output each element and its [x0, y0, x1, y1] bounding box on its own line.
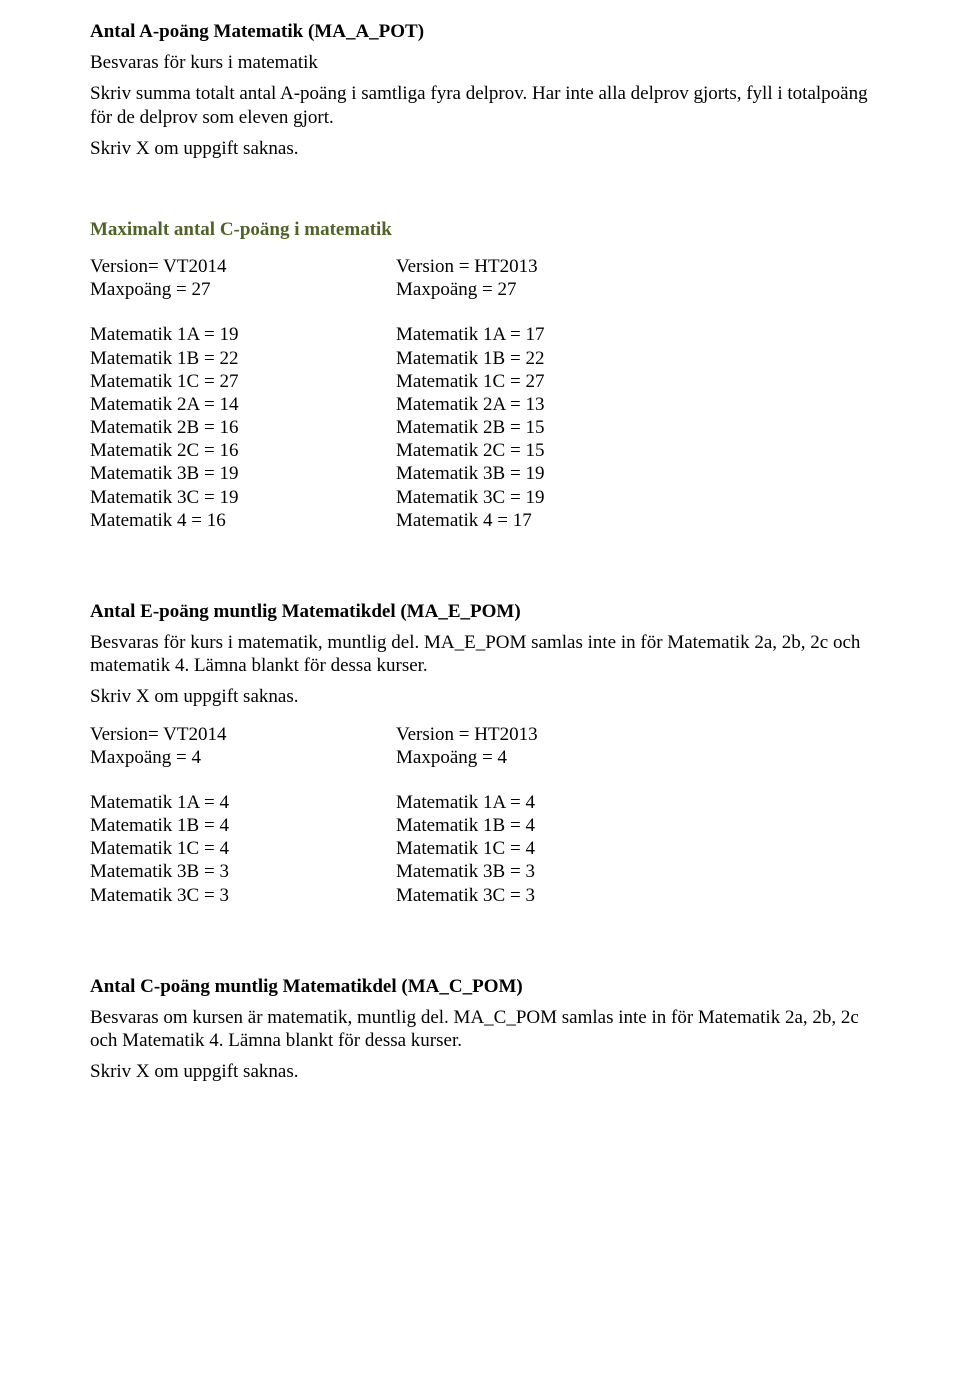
table-row: Matematik 2B = 15 — [396, 416, 702, 439]
section4-heading: Antal C-poäng muntlig Matematikdel (MA_C… — [90, 975, 870, 998]
table-row: Matematik 2A = 13 — [396, 393, 702, 416]
section1-p2: Skriv summa totalt antal A-poäng i samtl… — [90, 82, 870, 128]
section3-right-rows: Matematik 1A = 4 Matematik 1B = 4 Matema… — [396, 791, 702, 907]
section2-right-rows: Matematik 1A = 17 Matematik 1B = 22 Mate… — [396, 323, 702, 532]
table-row: Matematik 3B = 19 — [396, 462, 702, 485]
version-label: Version = HT2013 — [396, 255, 702, 278]
table-row: Matematik 2C = 15 — [396, 439, 702, 462]
table-row: Matematik 1A = 4 — [396, 791, 702, 814]
table-row: Matematik 3C = 3 — [396, 884, 702, 907]
section2-left-header: Version= VT2014 Maxpoäng = 27 — [90, 255, 396, 301]
table-row: Matematik 3B = 3 — [396, 860, 702, 883]
section2-left-rows: Matematik 1A = 19 Matematik 1B = 22 Mate… — [90, 323, 396, 532]
table-row: Matematik 3B = 3 — [90, 860, 396, 883]
section3-p2: Skriv X om uppgift saknas. — [90, 685, 870, 708]
table-row: Matematik 1B = 4 — [90, 814, 396, 837]
table-row: Matematik 2A = 14 — [90, 393, 396, 416]
section3-heading: Antal E-poäng muntlig Matematikdel (MA_E… — [90, 600, 870, 623]
section1-heading: Antal A-poäng Matematik (MA_A_POT) — [90, 20, 870, 43]
maxpoints-label: Maxpoäng = 27 — [396, 278, 702, 301]
table-row: Matematik 1A = 4 — [90, 791, 396, 814]
section3-data-columns: Matematik 1A = 4 Matematik 1B = 4 Matema… — [90, 791, 870, 907]
document-page: Antal A-poäng Matematik (MA_A_POT) Besva… — [0, 0, 960, 1132]
section3-header-columns: Version= VT2014 Maxpoäng = 4 Version = H… — [90, 723, 870, 769]
version-label: Version= VT2014 — [90, 723, 396, 746]
table-row: Matematik 4 = 16 — [90, 509, 396, 532]
table-row: Matematik 1B = 22 — [396, 347, 702, 370]
section3-left-header: Version= VT2014 Maxpoäng = 4 — [90, 723, 396, 769]
section3-right-header: Version = HT2013 Maxpoäng = 4 — [396, 723, 702, 769]
section4-p1: Besvaras om kursen är matematik, muntlig… — [90, 1006, 870, 1052]
table-row: Matematik 2B = 16 — [90, 416, 396, 439]
table-row: Matematik 3C = 3 — [90, 884, 396, 907]
table-row: Matematik 3C = 19 — [396, 486, 702, 509]
section3-left-rows: Matematik 1A = 4 Matematik 1B = 4 Matema… — [90, 791, 396, 907]
section1-p1: Besvaras för kurs i matematik — [90, 51, 870, 74]
section3-p1: Besvaras för kurs i matematik, muntlig d… — [90, 631, 870, 677]
section1-p3: Skriv X om uppgift saknas. — [90, 137, 870, 160]
table-row: Matematik 1A = 17 — [396, 323, 702, 346]
table-row: Matematik 1C = 27 — [90, 370, 396, 393]
section2-right-header: Version = HT2013 Maxpoäng = 27 — [396, 255, 702, 301]
table-row: Matematik 4 = 17 — [396, 509, 702, 532]
table-row: Matematik 1C = 27 — [396, 370, 702, 393]
version-label: Version = HT2013 — [396, 723, 702, 746]
table-row: Matematik 1A = 19 — [90, 323, 396, 346]
table-row: Matematik 1C = 4 — [90, 837, 396, 860]
section4-p2: Skriv X om uppgift saknas. — [90, 1060, 870, 1083]
table-row: Matematik 3B = 19 — [90, 462, 396, 485]
table-row: Matematik 1C = 4 — [396, 837, 702, 860]
maxpoints-label: Maxpoäng = 4 — [396, 746, 702, 769]
maxpoints-label: Maxpoäng = 27 — [90, 278, 396, 301]
section2-heading: Maximalt antal C-poäng i matematik — [90, 218, 870, 241]
version-label: Version= VT2014 — [90, 255, 396, 278]
table-row: Matematik 2C = 16 — [90, 439, 396, 462]
table-row: Matematik 1B = 22 — [90, 347, 396, 370]
table-row: Matematik 1B = 4 — [396, 814, 702, 837]
maxpoints-label: Maxpoäng = 4 — [90, 746, 396, 769]
table-row: Matematik 3C = 19 — [90, 486, 396, 509]
section2-data-columns: Matematik 1A = 19 Matematik 1B = 22 Mate… — [90, 323, 870, 532]
section2-header-columns: Version= VT2014 Maxpoäng = 27 Version = … — [90, 255, 870, 301]
